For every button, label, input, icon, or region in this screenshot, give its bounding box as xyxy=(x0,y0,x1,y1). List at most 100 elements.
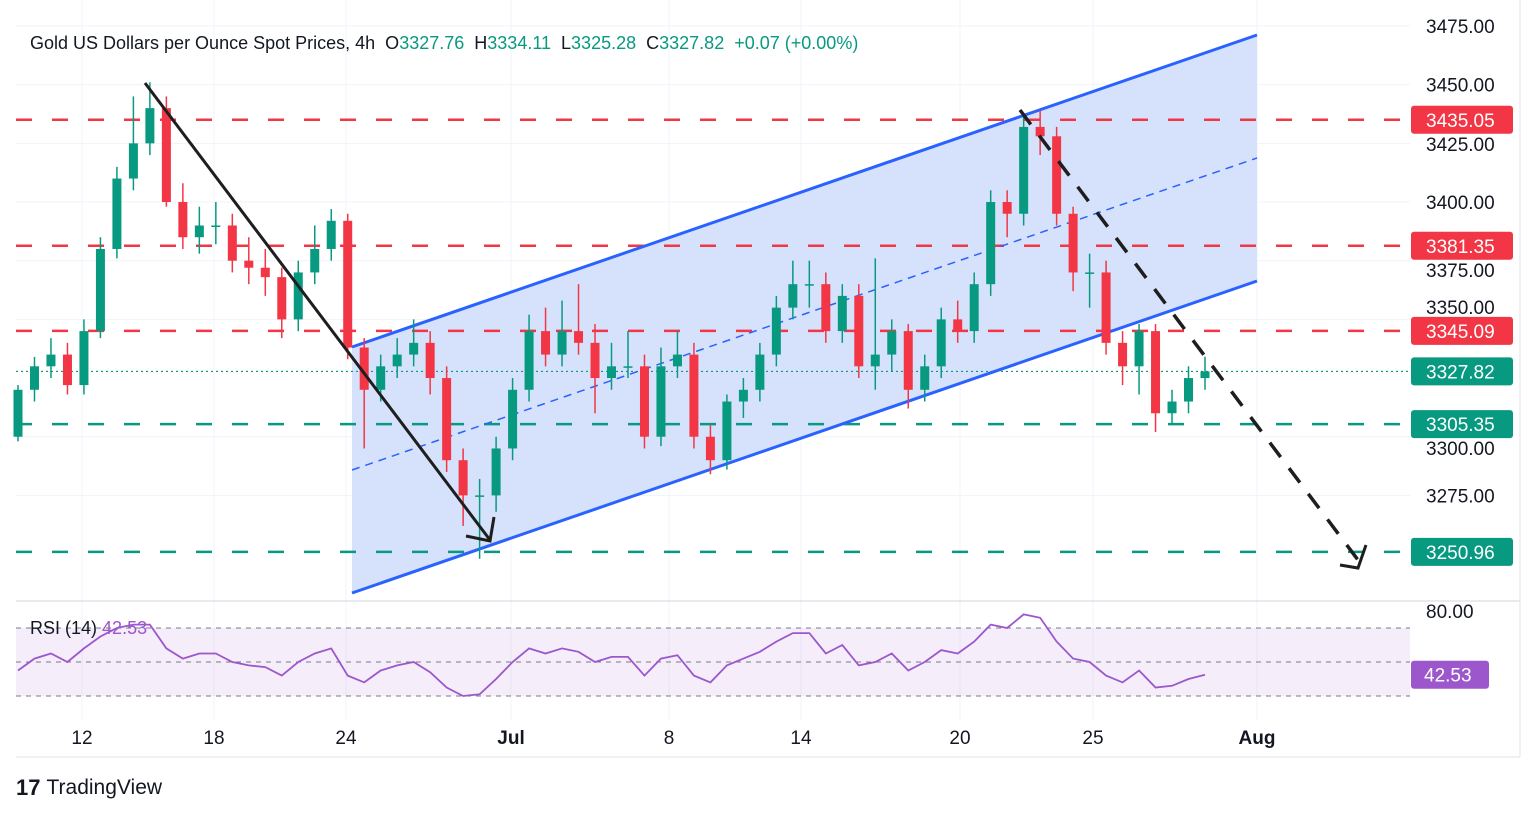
candle xyxy=(310,225,320,285)
candle xyxy=(211,202,221,245)
candle-body xyxy=(986,202,996,285)
candle xyxy=(13,385,23,442)
close-value: 3327.82 xyxy=(659,33,725,53)
candle xyxy=(508,378,518,461)
candle xyxy=(722,394,732,470)
y-tick-label: 3400.00 xyxy=(1426,193,1495,214)
candle-body xyxy=(574,331,584,343)
channel-upper-line[interactable] xyxy=(351,33,1258,349)
candle xyxy=(903,324,913,409)
candle-body xyxy=(277,277,287,320)
candle xyxy=(293,260,303,332)
candle-body xyxy=(804,284,814,286)
trend-arrow-line[interactable] xyxy=(143,82,492,541)
candle xyxy=(920,354,930,402)
candle-body xyxy=(359,347,369,390)
candle-body xyxy=(821,284,831,332)
price-label-badge xyxy=(1411,537,1513,566)
tradingview-logo-icon: 17 xyxy=(16,775,41,800)
levels xyxy=(16,118,1410,554)
low-label: L xyxy=(561,33,572,53)
channel-mid-line[interactable] xyxy=(351,157,1258,471)
candle xyxy=(607,342,616,390)
candle xyxy=(870,258,880,390)
candle xyxy=(29,356,39,402)
price-label-text: 3250.96 xyxy=(1426,543,1495,564)
open-label: O xyxy=(385,33,400,53)
candle-body xyxy=(128,143,138,179)
candle xyxy=(1052,126,1062,226)
candle xyxy=(953,300,963,343)
candle-body xyxy=(524,331,534,390)
candle-body xyxy=(79,331,89,386)
candle xyxy=(738,378,748,418)
price-label-text: 3381.35 xyxy=(1426,237,1495,258)
rsi-value: 42.53 xyxy=(102,618,148,638)
candle xyxy=(392,338,402,379)
candle xyxy=(854,284,864,379)
candle xyxy=(343,213,353,360)
candle-body xyxy=(936,319,946,367)
low-value: 3325.28 xyxy=(571,33,637,53)
candle xyxy=(458,448,468,526)
candle-body xyxy=(1052,136,1062,214)
candle-body xyxy=(425,342,435,379)
candle xyxy=(771,295,781,367)
candle-body xyxy=(1200,371,1210,379)
candle-body xyxy=(1151,331,1161,414)
candle xyxy=(1151,324,1161,433)
candle xyxy=(128,96,138,191)
candle-body xyxy=(1002,202,1012,214)
candle-body xyxy=(1068,213,1078,273)
candle xyxy=(524,314,534,402)
price-label-text: 3345.09 xyxy=(1426,322,1495,343)
candle-body xyxy=(920,366,930,390)
high-value: 3334.11 xyxy=(487,33,552,53)
price-label-badge xyxy=(1411,357,1513,386)
candle-body xyxy=(705,436,715,461)
candle xyxy=(326,209,336,261)
candle xyxy=(804,260,814,308)
candle-body xyxy=(607,366,616,379)
x-tick-label: Aug xyxy=(1239,728,1276,749)
candle xyxy=(227,213,237,273)
candle-body xyxy=(1184,378,1194,402)
candle xyxy=(672,331,682,379)
candle-body xyxy=(1019,126,1029,214)
candle xyxy=(623,331,633,379)
price-label-badge xyxy=(1411,410,1513,439)
candle xyxy=(359,338,369,449)
candle xyxy=(409,319,419,367)
candle-body xyxy=(260,267,270,278)
candle xyxy=(557,300,567,367)
candle-body xyxy=(1118,342,1128,367)
candle-body xyxy=(95,248,105,332)
candle xyxy=(821,272,831,343)
candle-body xyxy=(837,295,847,332)
y-tick-label: 3350.00 xyxy=(1426,298,1495,319)
candle xyxy=(1184,366,1194,414)
candle xyxy=(887,319,897,372)
footer-branding[interactable]: 17 TradingView xyxy=(16,775,162,801)
x-tick-label: 12 xyxy=(71,728,92,749)
candle-body xyxy=(854,295,864,367)
candle-body xyxy=(953,319,963,332)
candle xyxy=(1134,324,1144,395)
open-value: 3327.76 xyxy=(399,33,465,53)
candle-body xyxy=(656,366,666,437)
candle xyxy=(260,248,270,296)
candle xyxy=(788,260,798,320)
x-tick-label: 18 xyxy=(203,728,224,749)
candle xyxy=(969,272,979,343)
rsi-value-badge xyxy=(1411,660,1489,689)
price-label-text: 3435.05 xyxy=(1426,111,1495,132)
candle xyxy=(442,366,452,472)
x-tick-label: 24 xyxy=(335,728,357,749)
y-tick-label: 3450.00 xyxy=(1426,76,1495,97)
candle xyxy=(1167,389,1177,425)
candle xyxy=(194,206,204,254)
candle-body xyxy=(392,354,402,367)
candle xyxy=(590,324,600,414)
candle-body xyxy=(771,307,781,355)
